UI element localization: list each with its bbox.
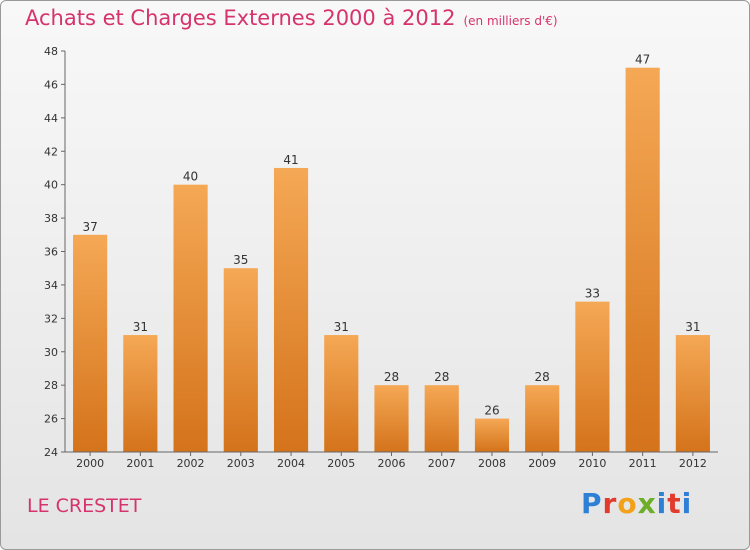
x-tick-label: 2005 — [327, 457, 355, 470]
logo-letter: i — [681, 487, 693, 520]
proxiti-logo: Proxiti — [581, 487, 692, 520]
bar-2009 — [525, 385, 560, 452]
x-tick-label: 2007 — [428, 457, 456, 470]
chart-unit: (en milliers d'€) — [463, 14, 558, 28]
bars: 37 31 40 35 41 31 28 28 26 28 33 47 31 — [73, 53, 710, 453]
bar-2001 — [123, 335, 158, 452]
y-tick-label: 40 — [44, 179, 58, 192]
bar-2007 — [424, 385, 459, 452]
bar-value-label: 28 — [384, 370, 399, 384]
logo-letter: t — [667, 487, 682, 520]
x-tick-label: 2011 — [629, 457, 657, 470]
bar-value-label: 28 — [535, 370, 550, 384]
bar-value-label: 28 — [434, 370, 449, 384]
x-tick-label: 2009 — [528, 457, 556, 470]
y-tick-label: 46 — [44, 78, 58, 91]
bar-value-label: 47 — [635, 53, 650, 67]
x-tick-label: 2006 — [378, 457, 406, 470]
chart-title: Achats et Charges Externes 2000 à 2012 (e… — [25, 6, 558, 30]
y-tick-label: 36 — [44, 246, 58, 259]
y-tick-label: 30 — [44, 346, 58, 359]
y-axis: 24 26 28 30 32 34 36 38 40 42 44 46 48 — [44, 45, 66, 459]
city-name: LE CRESTET — [27, 495, 142, 517]
bar-value-label: 31 — [334, 320, 349, 334]
logo-letter: o — [617, 487, 638, 520]
x-tick-label: 2003 — [227, 457, 255, 470]
bar-2010 — [575, 301, 610, 452]
x-tick-label: 2004 — [277, 457, 305, 470]
bar-value-label: 35 — [233, 253, 248, 267]
bar-value-label: 37 — [82, 220, 97, 234]
logo-letter: x — [637, 487, 657, 520]
bar-2011 — [625, 67, 660, 452]
bar-value-label: 33 — [585, 287, 600, 301]
bar-value-label: 31 — [133, 320, 148, 334]
bar-2002 — [173, 184, 208, 452]
bar-value-label: 41 — [283, 153, 298, 167]
y-tick-label: 34 — [44, 279, 58, 292]
y-tick-label: 38 — [44, 212, 58, 225]
bar-value-label: 31 — [685, 320, 700, 334]
chart-title-text: Achats et Charges Externes 2000 à 2012 — [25, 6, 456, 30]
y-tick-label: 48 — [44, 45, 58, 58]
y-tick-label: 44 — [44, 112, 58, 125]
y-tick-label: 42 — [44, 145, 58, 158]
y-tick-label: 26 — [44, 413, 58, 426]
logo-letter: i — [656, 487, 668, 520]
x-tick-label: 2008 — [478, 457, 506, 470]
y-tick-label: 32 — [44, 312, 58, 325]
bar-2006 — [374, 385, 409, 452]
x-tick-label: 2010 — [578, 457, 606, 470]
y-tick-label: 28 — [44, 379, 58, 392]
bar-2008 — [474, 418, 510, 452]
bar-2004 — [273, 167, 309, 453]
logo-letter: P — [581, 487, 603, 520]
bar-value-label: 40 — [183, 170, 198, 184]
bar-2000 — [73, 234, 108, 452]
logo-letter: r — [602, 487, 618, 520]
x-tick-label: 2000 — [76, 457, 104, 470]
x-tick-label: 2012 — [679, 457, 707, 470]
bar-2012 — [675, 335, 710, 452]
x-axis: 2000 2001 2002 2003 2004 2005 2006 2007 2008 2009… — [65, 451, 718, 470]
bar-value-label: 26 — [484, 404, 499, 418]
y-tick-label: 24 — [44, 446, 58, 459]
bar-2003 — [223, 268, 258, 452]
x-tick-label: 2002 — [177, 457, 205, 470]
x-tick-label: 2001 — [126, 457, 154, 470]
bar-2005 — [324, 335, 359, 452]
